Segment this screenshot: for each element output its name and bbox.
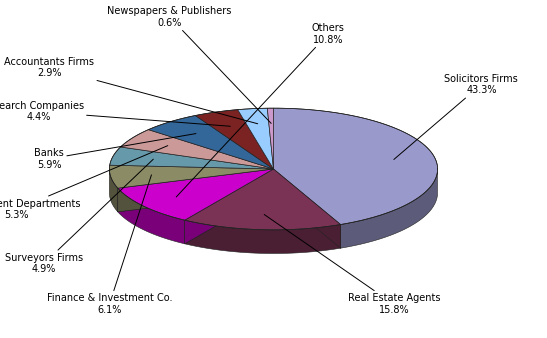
Polygon shape [118, 169, 274, 212]
Text: Accountants Firms
2.9%: Accountants Firms 2.9% [4, 57, 258, 124]
Text: Surveyors Firms
4.9%: Surveyors Firms 4.9% [5, 159, 153, 274]
Polygon shape [109, 169, 118, 212]
Polygon shape [118, 169, 274, 220]
Polygon shape [274, 108, 438, 224]
Polygon shape [118, 169, 274, 212]
Polygon shape [238, 108, 274, 169]
Polygon shape [195, 110, 274, 169]
Text: Finance & Investment Co.
6.1%: Finance & Investment Co. 6.1% [46, 175, 172, 315]
Polygon shape [274, 169, 341, 248]
Polygon shape [341, 172, 438, 248]
Polygon shape [274, 169, 341, 248]
Text: Solicitors Firms
43.3%: Solicitors Firms 43.3% [394, 74, 518, 160]
Polygon shape [118, 188, 185, 244]
Polygon shape [185, 169, 341, 230]
Polygon shape [185, 169, 274, 244]
Text: Banks
5.9%: Banks 5.9% [34, 134, 196, 170]
Polygon shape [267, 108, 274, 169]
Text: Others
10.8%: Others 10.8% [176, 23, 345, 197]
Text: Real Estate Agents
15.8%: Real Estate Agents 15.8% [264, 215, 440, 315]
Polygon shape [110, 147, 274, 169]
Polygon shape [185, 220, 341, 254]
Polygon shape [148, 116, 274, 169]
Text: Newspapers & Publishers
0.6%: Newspapers & Publishers 0.6% [107, 6, 271, 123]
Polygon shape [120, 130, 274, 169]
Text: Search Companies
4.4%: Search Companies 4.4% [0, 101, 230, 126]
Polygon shape [109, 165, 274, 188]
Polygon shape [185, 169, 274, 244]
Text: Government Departments
5.3%: Government Departments 5.3% [0, 146, 168, 220]
